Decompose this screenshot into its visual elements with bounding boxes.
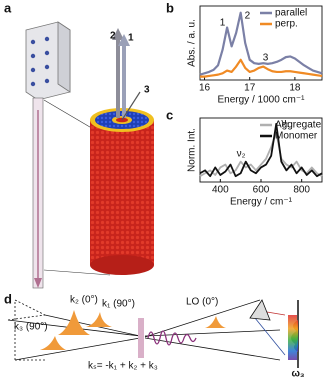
panel-label: d — [4, 291, 12, 306]
x-axis-label: Energy / cm⁻¹ — [230, 197, 293, 208]
panel-label: b — [166, 0, 174, 15]
wavevector-equation: kₛ= -k₁ + k₂ + k₃ — [88, 361, 158, 372]
arrow-label: 1 — [128, 33, 134, 44]
beam-label: k₃ (90°) — [14, 322, 48, 333]
x-tick-label: 18 — [289, 83, 301, 94]
legend-label: perp. — [275, 19, 298, 30]
annotation: ν₂ — [237, 149, 246, 160]
beam-label: LO (0°) — [186, 297, 218, 308]
x-axis-label: Energy / 1000 cm⁻¹ — [218, 95, 306, 106]
panel-d-illustration — [7, 299, 299, 368]
arrow-label: 2 — [110, 31, 116, 42]
plot-frame — [199, 5, 323, 81]
axis-label: ω₃ — [291, 369, 304, 377]
series-line — [200, 58, 323, 78]
x-tick-label: 800 — [293, 185, 310, 196]
legend-label: Monomer — [275, 131, 318, 142]
x-tick-label: 17 — [244, 83, 256, 94]
series-line — [199, 11, 323, 76]
peak-label: 2 — [245, 11, 251, 22]
legend-label: parallel — [275, 8, 307, 19]
legend-label: Aggregate — [275, 120, 322, 131]
x-tick-label: 16 — [199, 83, 211, 94]
beam-label: k₁ (90°) — [102, 299, 135, 310]
beam-label: k₂ (0°) — [70, 295, 98, 306]
series-line — [199, 122, 323, 178]
pulses — [40, 310, 298, 360]
x-tick-label: 400 — [212, 185, 229, 196]
panel-label: a — [4, 0, 12, 15]
panel-label: c — [166, 107, 173, 122]
x-tick-label: 600 — [253, 185, 270, 196]
annotation: ν₁ — [281, 117, 290, 128]
series-line — [199, 131, 323, 177]
y-axis-label: Abs. / a. u. — [187, 19, 198, 67]
arrow-label: 3 — [144, 85, 150, 96]
panel-a-illustration — [25, 21, 154, 289]
peak-label: 1 — [220, 17, 226, 28]
y-axis-label: Norm. Int. — [187, 128, 198, 172]
peak-label: 3 — [263, 52, 269, 63]
